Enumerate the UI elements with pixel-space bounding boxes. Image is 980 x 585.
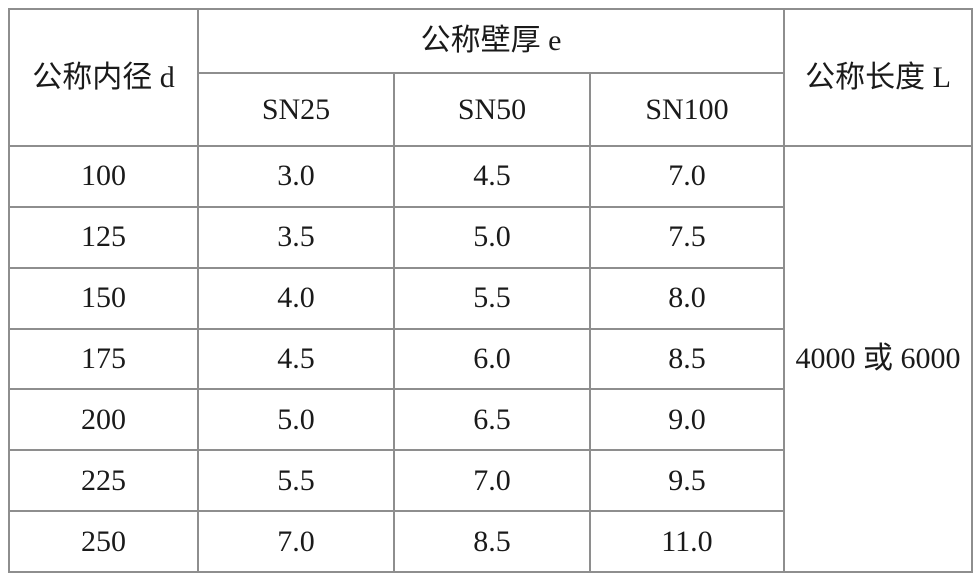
table-row: 100 3.0 4.5 7.0 4000 或 6000: [8, 145, 973, 573]
cell-diameter: 175: [8, 327, 199, 391]
cell-sn100: 8.0: [589, 266, 785, 330]
header-thickness-group: 公称壁厚 e: [197, 8, 785, 74]
header-diameter: 公称内径 d: [8, 8, 199, 147]
cell-sn50: 4.5: [393, 145, 591, 208]
cell-diameter: 150: [8, 266, 199, 330]
table-row: 125 3.5 5.0 7.5: [8, 205, 972, 269]
cell-sn25: 4.5: [197, 327, 395, 391]
table-row: 225 5.5 7.0 9.5: [8, 449, 972, 513]
table-row: 250 7.0 8.5 11.0: [8, 510, 972, 573]
cell-diameter: 250: [8, 510, 199, 573]
cell-sn50: 6.5: [393, 388, 591, 452]
cell-sn25: 7.0: [197, 510, 395, 573]
pipe-spec-table: 公称内径 d 公称壁厚 e 公称长度 L SN25 SN50 SN100 100…: [8, 8, 973, 573]
header-sn25: SN25: [197, 72, 395, 147]
cell-sn100: 8.5: [589, 327, 785, 391]
table-row: 150 4.0 5.5 8.0: [8, 266, 972, 330]
cell-sn100: 9.0: [589, 388, 785, 452]
cell-sn25: 3.0: [197, 145, 395, 208]
header-row-sn: SN25 SN50 SN100: [9, 72, 972, 147]
cell-length-merged: 4000 或 6000: [783, 145, 973, 573]
cell-sn25: 4.0: [197, 266, 395, 330]
cell-sn100: 7.0: [589, 145, 785, 208]
cell-diameter: 225: [8, 449, 199, 513]
header-sn50: SN50: [393, 72, 591, 147]
table-row: 175 4.5 6.0 8.5: [8, 327, 972, 391]
cell-diameter: 200: [8, 388, 199, 452]
cell-sn50: 6.0: [393, 327, 591, 391]
cell-sn50: 7.0: [393, 449, 591, 513]
cell-sn50: 5.0: [393, 205, 591, 269]
cell-sn100: 7.5: [589, 205, 785, 269]
table-row: 200 5.0 6.5 9.0: [8, 388, 972, 452]
cell-sn100: 11.0: [589, 510, 785, 573]
cell-sn50: 8.5: [393, 510, 591, 573]
header-sn100: SN100: [589, 72, 785, 147]
header-length: 公称长度 L: [783, 8, 973, 147]
cell-sn25: 5.5: [197, 449, 395, 513]
cell-diameter: 100: [8, 145, 199, 208]
cell-sn50: 5.5: [393, 266, 591, 330]
cell-sn25: 5.0: [197, 388, 395, 452]
cell-diameter: 125: [8, 205, 199, 269]
cell-sn100: 9.5: [589, 449, 785, 513]
cell-sn25: 3.5: [197, 205, 395, 269]
header-row-group: 公称内径 d 公称壁厚 e 公称长度 L: [8, 8, 973, 147]
